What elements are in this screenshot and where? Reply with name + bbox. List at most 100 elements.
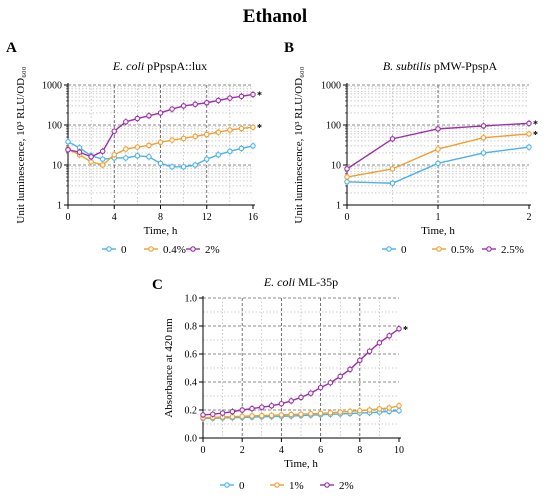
legend-item: 0 [382, 244, 407, 256]
data-point [357, 407, 363, 414]
data-point [526, 144, 532, 150]
data-point [227, 127, 233, 133]
legend-swatch-marker [224, 482, 230, 488]
series-1 [65, 138, 256, 171]
x-tick-label: 0 [345, 212, 350, 223]
data-point [192, 101, 198, 108]
data-point [250, 124, 256, 130]
x-tick-label: 4 [279, 445, 284, 456]
x-tick-label: 0 [66, 212, 71, 223]
legend-label: 0 [121, 244, 127, 256]
legend-item: 2% [186, 244, 220, 256]
y-tick-label: 0.8 [185, 322, 198, 333]
data-point [250, 143, 256, 149]
panel-title-strain: pPpspA::lux [144, 59, 207, 73]
series-3 [200, 325, 402, 419]
data-point [249, 405, 255, 412]
data-point [239, 413, 245, 420]
data-point [192, 162, 198, 168]
data-point [88, 154, 94, 160]
legend-swatch-marker [148, 246, 154, 252]
data-point [480, 123, 487, 129]
data-point [327, 379, 334, 386]
panel-title: E. coli ML-35p [263, 275, 338, 289]
data-point [229, 408, 236, 415]
legend-swatch-marker [324, 482, 330, 488]
legend: 0 1% 2% [220, 480, 354, 492]
data-point [123, 146, 129, 152]
data-point [268, 412, 275, 419]
legend-label: 0 [401, 244, 407, 256]
data-point [146, 113, 152, 119]
data-point [227, 148, 233, 155]
legend-label: 2.5% [501, 244, 524, 256]
panel-title-species: E. coli [112, 59, 144, 73]
data-point [123, 119, 129, 125]
panel-title: B. subtilis pMW-PpspA [383, 59, 498, 73]
y-tick-label: 1000 [42, 81, 62, 92]
data-point [227, 95, 233, 101]
data-point [180, 135, 187, 142]
y-tick-label: 0.2 [185, 406, 198, 417]
series-2 [200, 402, 402, 422]
data-point [99, 162, 106, 168]
data-point [357, 357, 363, 364]
data-point [215, 97, 222, 104]
x-tick-label: 10 [394, 445, 404, 456]
y-tick-label: 0.6 [185, 350, 198, 361]
data-point [123, 155, 129, 161]
panel-title-species: B. subtilis [383, 59, 431, 73]
data-point [435, 160, 441, 167]
legend-swatch-marker [274, 482, 280, 488]
y-tick-label: 0.4 [185, 378, 198, 389]
data-point [376, 406, 383, 412]
data-point [435, 146, 441, 152]
x-tick-label: 2 [527, 212, 532, 223]
data-point [389, 136, 396, 142]
data-point [386, 405, 392, 411]
legend-swatch-marker [436, 246, 442, 252]
data-point [259, 412, 265, 419]
data-point [278, 412, 285, 418]
data-point [204, 131, 210, 138]
legend-item: 0 [220, 480, 245, 492]
y-tick-label: 1 [336, 201, 341, 212]
data-point [389, 166, 396, 172]
legend-label: 0.5% [451, 244, 474, 256]
y-tick-label: 100 [47, 121, 62, 132]
x-axis-label: Time, h [144, 225, 178, 237]
data-point [344, 174, 350, 180]
panel-label: C [152, 277, 163, 293]
panel-c: C E. coli ML-35p 0.0 0.2 0.4 0.6 0.8 1.0 0 2 4 6 8 10… [152, 275, 408, 492]
data-point [347, 408, 353, 415]
legend: 0 0.5% 2.5% [382, 244, 524, 256]
data-point [111, 128, 118, 134]
x-tick-label: 1 [436, 212, 441, 223]
data-point [146, 154, 152, 160]
series-2 [344, 130, 532, 181]
data-point [249, 413, 255, 419]
data-point [238, 93, 245, 100]
data-point [396, 326, 402, 332]
data-point [317, 410, 324, 417]
data-point [169, 164, 175, 170]
data-point [146, 142, 152, 149]
data-point [526, 120, 532, 127]
data-point [337, 409, 343, 415]
significance-marker: * [533, 130, 538, 141]
data-point [134, 144, 141, 150]
data-point [204, 99, 210, 106]
panel-title-species: E. coli [263, 275, 295, 289]
data-point [526, 131, 532, 137]
series-1 [344, 143, 532, 187]
y-axis-label: Absorbance at 420 nm [163, 318, 175, 418]
y-tick-label: 10 [52, 161, 62, 172]
data-point [99, 148, 106, 155]
data-point [215, 152, 222, 158]
legend-item: 0.4% [144, 244, 186, 256]
data-point [268, 403, 275, 409]
x-axis-label: Time, h [284, 458, 318, 470]
data-point [366, 407, 373, 413]
legend-swatch-marker [486, 246, 492, 252]
